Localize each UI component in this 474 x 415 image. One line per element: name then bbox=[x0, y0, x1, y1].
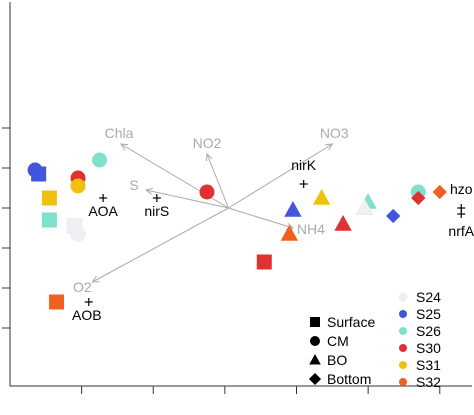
legend-label-s24: S24 bbox=[416, 289, 441, 305]
point-s31-square bbox=[41, 190, 57, 206]
env-arrowhead bbox=[205, 152, 213, 162]
point-s31-triangle bbox=[312, 189, 331, 205]
species-label-nirk: nirK bbox=[291, 157, 317, 173]
point-s26-circle bbox=[92, 152, 108, 168]
legend-dot-s25 bbox=[399, 310, 407, 318]
env-label-no2: NO2 bbox=[193, 135, 222, 151]
legend-dot-s24 bbox=[398, 292, 408, 302]
axes bbox=[2, 2, 472, 394]
point-s26-square bbox=[41, 212, 57, 228]
sample-points bbox=[27, 152, 447, 310]
legend-dot-s32 bbox=[399, 378, 407, 386]
env-arrow-s bbox=[145, 189, 229, 209]
species-label-aob: AOB bbox=[72, 307, 102, 323]
legend-label-s32: S32 bbox=[416, 374, 441, 390]
point-s30-circle bbox=[199, 184, 215, 200]
env-label-o2: O2 bbox=[73, 279, 92, 295]
point-s30-triangle bbox=[334, 215, 352, 231]
env-arrow-chla bbox=[120, 143, 229, 209]
point-s24-circle bbox=[70, 226, 86, 242]
species-label-nrfa: nrfA bbox=[448, 223, 474, 239]
point-s32-diamond bbox=[432, 184, 447, 200]
env-arrowhead bbox=[144, 187, 154, 195]
point-s32-square bbox=[49, 294, 65, 310]
legend-circle-marker bbox=[310, 336, 320, 346]
env-arrowhead bbox=[120, 143, 129, 151]
legend-label-s25: S25 bbox=[416, 306, 441, 322]
species-label-aoa: AOA bbox=[88, 203, 118, 219]
species-labels: AOA nirS nirK hzo nrfA AOB bbox=[72, 157, 474, 323]
point-s30-diamond bbox=[411, 190, 426, 206]
legend-label-bo: BO bbox=[327, 352, 347, 368]
point-s32-triangle bbox=[280, 225, 299, 241]
env-arrowhead bbox=[325, 143, 334, 151]
env-label-nh4: NH4 bbox=[297, 221, 325, 237]
env-arrowhead bbox=[91, 276, 100, 283]
legend-diamond-marker bbox=[308, 372, 322, 386]
legend-label-s30: S30 bbox=[416, 340, 441, 356]
legend-label-s31: S31 bbox=[416, 357, 441, 373]
point-s24-triangle bbox=[355, 198, 374, 215]
legend-dot-s26 bbox=[399, 327, 407, 335]
env-arrow-no3 bbox=[228, 143, 333, 209]
env-label-chla: Chla bbox=[105, 125, 134, 141]
point-s30-square bbox=[256, 254, 272, 270]
legend-triangle-marker bbox=[309, 354, 321, 365]
legend-dot-s31 bbox=[399, 361, 407, 369]
species-label-nirs: nirS bbox=[144, 203, 169, 219]
point-s25-triangle bbox=[284, 201, 302, 217]
environment-vectors: Chla NO2 NO3 S NH4 O2 bbox=[73, 125, 349, 295]
legend-square-marker bbox=[310, 317, 320, 327]
env-label-s: S bbox=[129, 177, 138, 193]
species-label-hzo: hzo bbox=[450, 181, 473, 197]
env-label-no3: NO3 bbox=[320, 125, 349, 141]
legend-dot-s30 bbox=[399, 344, 407, 352]
legend-label-bottom: Bottom bbox=[327, 371, 371, 387]
legend-label-surface: Surface bbox=[327, 314, 375, 330]
point-s31-circle bbox=[70, 178, 86, 194]
legend-label-cm: CM bbox=[327, 333, 349, 349]
env-arrow-no2 bbox=[206, 153, 229, 209]
env-arrow-o2 bbox=[92, 207, 229, 283]
env-arrow-nh4 bbox=[228, 207, 294, 229]
legend-label-s26: S26 bbox=[416, 323, 441, 339]
point-s25-square bbox=[31, 166, 47, 182]
point-s25-diamond bbox=[386, 208, 401, 224]
